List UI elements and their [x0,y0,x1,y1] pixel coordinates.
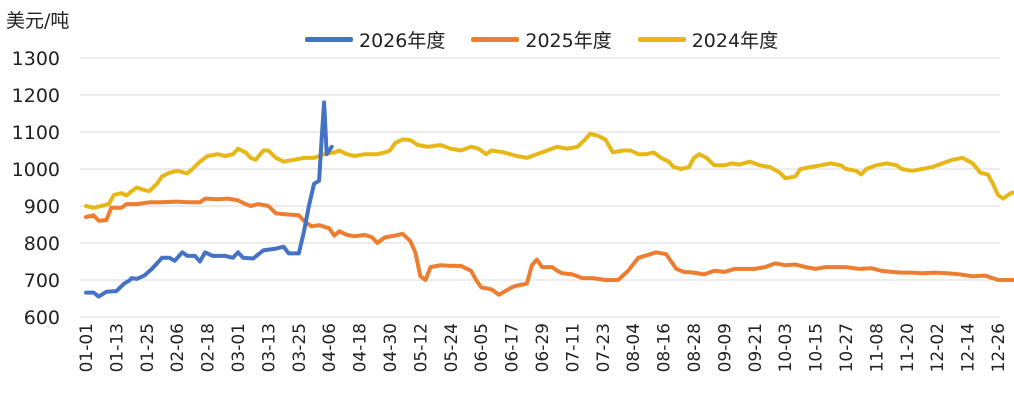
x-tick-label-10-27: 10-27 [837,323,857,372]
x-tick-label-12-26: 12-26 [989,323,1009,372]
legend-label-2026: 2026年度 [359,30,446,52]
y-tick-label-600: 600 [24,307,60,329]
x-tick-label-12-02: 12-02 [928,323,948,372]
x-tick-label-04-30: 04-30 [381,323,401,372]
legend-item-2024: 2024年度 [637,26,779,53]
x-tick-label-06-05: 06-05 [472,323,492,372]
y-axis-unit-label: 美元/吨 [6,10,70,32]
y-axis-ticks: 600 700 800 900 1000 1100 1200 1300 [12,48,60,329]
x-tick-label-01-01: 01-01 [77,323,97,372]
x-tick-label-08-04: 08-04 [624,323,644,372]
x-tick-label-06-17: 06-17 [503,323,523,372]
x-tick-label-03-13: 03-13 [259,323,279,372]
legend-item-2025: 2025年度 [471,26,612,53]
chart-legend: 2026年度 2025年度 2024年度 [305,26,778,53]
x-tick-label-07-23: 07-23 [594,323,614,372]
x-tick-label-09-09: 09-09 [715,323,735,372]
x-tick-label-01-25: 01-25 [138,323,158,372]
x-tick-label-01-13: 01-13 [107,323,127,372]
gridlines [80,57,1000,318]
legend-item-2026: 2026年度 [305,26,445,53]
x-tick-label-04-18: 04-18 [351,323,371,372]
y-tick-label-1100: 1100 [12,122,60,144]
legend-swatch-2026 [305,37,353,42]
y-tick-label-700: 700 [24,270,60,292]
x-tick-label-02-18: 02-18 [199,323,219,372]
series-line-2025年度 [84,196,1014,297]
x-tick-label-02-06: 02-06 [168,323,188,372]
series-line-2026年度 [84,100,334,299]
x-tick-label-08-28: 08-28 [685,323,705,372]
legend-swatch-2025 [471,37,520,42]
y-tick-label-800: 800 [24,233,60,255]
x-tick-label-12-14: 12-14 [959,323,979,372]
x-tick-label-08-16: 08-16 [655,323,675,372]
x-tick-label-04-06: 04-06 [320,323,340,372]
x-tick-label-05-12: 05-12 [411,323,431,372]
x-tick-label-11-20: 11-20 [898,323,918,372]
x-tick-label-05-24: 05-24 [442,323,462,372]
x-tick-label-06-29: 06-29 [533,323,553,372]
x-tick-label-07-11: 07-11 [563,323,583,372]
x-tick-label-03-01: 03-01 [229,323,249,372]
x-tick-label-11-08: 11-08 [867,323,887,372]
series-line-2024年度 [84,131,1014,210]
x-tick-label-09-21: 09-21 [746,323,766,372]
y-tick-label-900: 900 [24,196,60,218]
x-axis-ticks: 01-01 01-13 01-25 02-06 02-18 03-01 03-13 03-25… [77,323,1009,372]
legend-label-2024: 2024年度 [691,30,779,52]
x-tick-label-10-15: 10-15 [807,323,827,372]
x-tick-label-10-03: 10-03 [776,323,796,372]
series-lines [84,100,1014,299]
y-tick-label-1300: 1300 [12,48,60,70]
legend-swatch-2024 [637,37,686,42]
x-tick-label-03-25: 03-25 [290,323,310,372]
y-tick-label-1200: 1200 [12,85,60,107]
legend-label-2025: 2025年度 [525,30,612,52]
y-tick-label-1000: 1000 [12,159,60,181]
